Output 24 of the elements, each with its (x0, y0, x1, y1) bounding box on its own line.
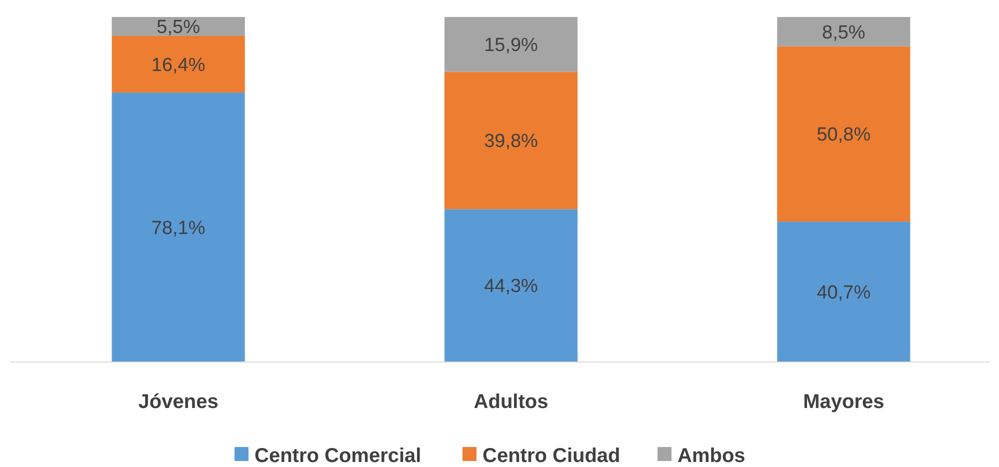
legend-label: Centro Ciudad (482, 445, 620, 467)
data-label: 44,3% (484, 276, 538, 298)
bar (444, 72, 578, 210)
data-label: 8,5% (822, 22, 866, 44)
legend-label: Ambos (678, 445, 746, 467)
bar (777, 17, 910, 46)
bar (444, 17, 578, 72)
data-label: 50,8% (816, 124, 871, 146)
data-label: 15,9% (484, 35, 538, 56)
data-label: 40,7% (816, 282, 871, 304)
bar (112, 36, 245, 93)
bar (112, 92, 245, 362)
data-label: 78,1% (151, 218, 206, 239)
bar (777, 46, 910, 222)
data-label: 16,4% (151, 54, 206, 76)
x-tick-label: Mayores (803, 391, 884, 413)
bar (777, 222, 910, 362)
bar (444, 209, 578, 362)
data-label: 39,8% (484, 131, 538, 152)
x-tick-label: Adultos (474, 391, 548, 413)
bar (112, 17, 245, 36)
legend-label: Centro Comercial (254, 445, 422, 467)
data-label: 5,5% (156, 17, 200, 38)
x-tick-label: Jóvenes (138, 391, 218, 413)
